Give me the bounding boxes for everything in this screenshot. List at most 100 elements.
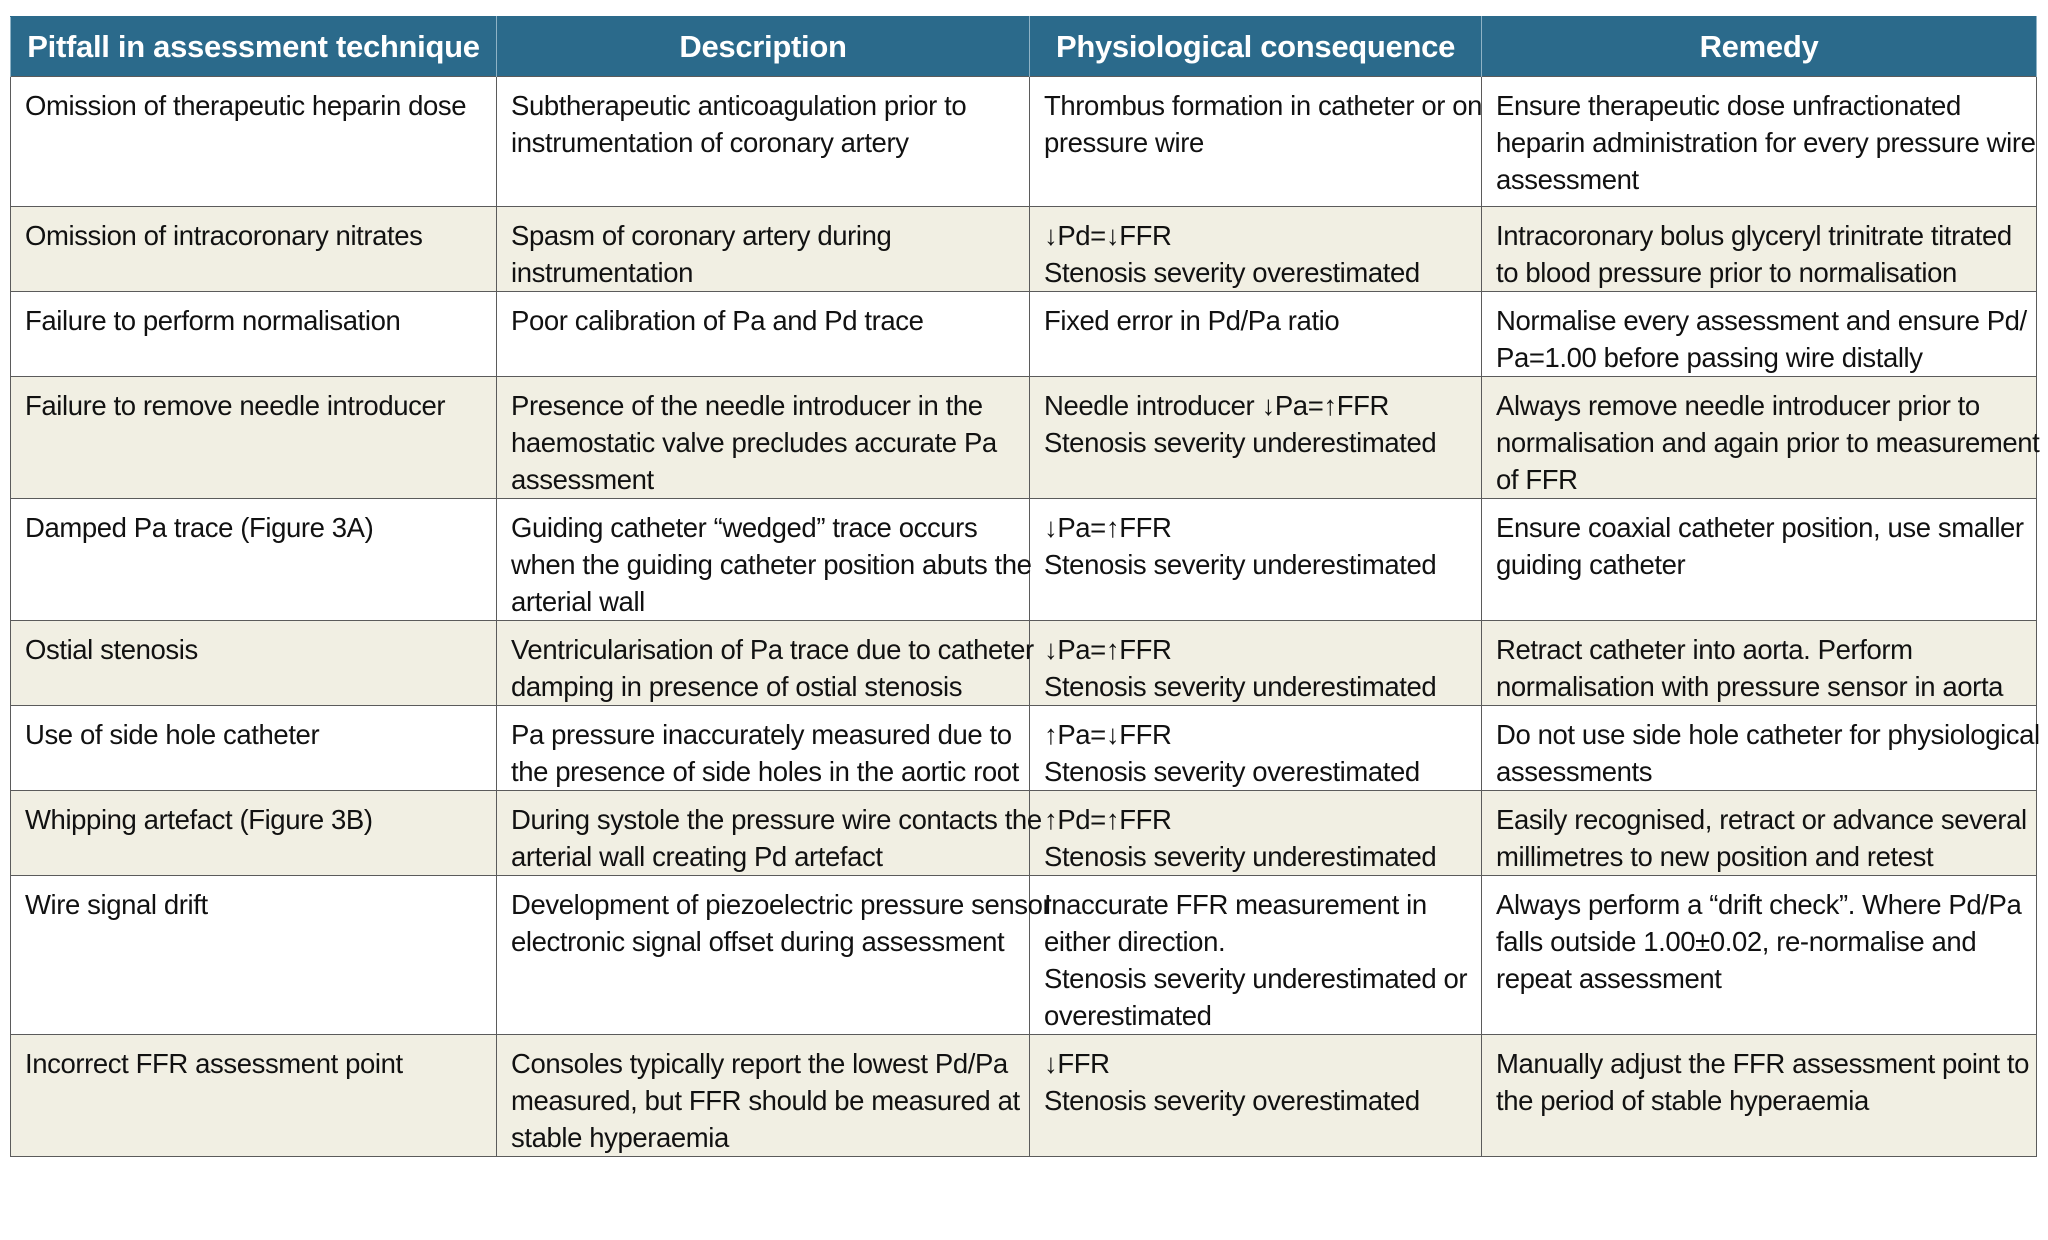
consequence-cell: Needle introducer ↓Pa=↑FFR Stenosis sever…	[1029, 376, 1482, 499]
header-row: Pitfall in assessment technique Descript…	[10, 16, 2037, 77]
cell-text-line: of FFR	[1496, 464, 1578, 495]
table-row: Failure to remove needle introducer Prese…	[10, 376, 2040, 499]
cell-text-line: Omission of therapeutic heparin dose	[25, 90, 467, 121]
cell-text-line: Ventricularisation of Pa trace due to ca…	[511, 634, 1034, 665]
pitfall-cell: Omission of therapeutic heparin dose	[10, 76, 497, 207]
cell-text-line: Failure to remove needle introducer	[25, 390, 446, 421]
cell-text-line: During systole the pressure wire contact…	[511, 804, 1042, 835]
table-row: Use of side hole catheter Pa pressure ina…	[10, 705, 2040, 791]
cell-text-line: when the guiding catheter position abuts…	[511, 549, 1032, 580]
cell-text-line: Spasm of coronary artery during	[511, 220, 892, 251]
cell-text-line: Thrombus formation in catheter or on	[1044, 90, 1483, 121]
cell-text-line: Normalise every assessment and ensure Pd…	[1496, 305, 2027, 336]
cell-text-line: Ensure therapeutic dose unfractionated	[1496, 90, 1961, 121]
cell-text-line: normalisation and again prior to measure…	[1496, 427, 2040, 458]
remedy-cell: Always perform a “drift check”. Where Pd…	[1481, 875, 2037, 1035]
cell-text-line: Fixed error in Pd/Pa ratio	[1044, 305, 1340, 336]
table-header: Pitfall in assessment technique Descript…	[10, 16, 2037, 77]
cell-text-line: ↑Pd=↑FFR	[1044, 804, 1172, 835]
cell-text-line: arterial wall	[511, 586, 645, 617]
cell-text-line: Stenosis severity underestimated or	[1044, 963, 1468, 994]
consequence-cell: Fixed error in Pd/Pa ratio	[1029, 291, 1482, 377]
cell-text-line: assessment	[511, 464, 654, 495]
header-description: Description	[496, 16, 1030, 77]
cell-text-line: Stenosis severity underestimated	[1044, 671, 1437, 702]
cell-text-line: ↓Pa=↑FFR	[1044, 634, 1172, 665]
description-cell: During systole the pressure wire contact…	[496, 790, 1042, 876]
cell-text-line: stable hyperaemia	[511, 1122, 729, 1153]
consequence-cell: Thrombus formation in catheter or on pres…	[1029, 76, 1483, 207]
remedy-cell: Intracoronary bolus glyceryl trinitrate …	[1481, 206, 2037, 292]
cell-text-line: damping in presence of ostial stenosis	[511, 671, 963, 702]
pitfall-cell: Damped Pa trace (Figure 3A)	[10, 498, 497, 621]
cell-text-line: instrumentation	[511, 257, 694, 288]
description-cell: Poor calibration of Pa and Pd trace	[496, 291, 1030, 377]
cell-text-line: the period of stable hyperaemia	[1496, 1085, 1869, 1116]
table-row: Damped Pa trace (Figure 3A) Guiding cathe…	[10, 498, 2037, 621]
cell-text-line: Use of side hole catheter	[25, 719, 320, 750]
remedy-cell: Normalise every assessment and ensure Pd…	[1481, 291, 2037, 377]
cell-text-line: Stenosis severity underestimated	[1044, 841, 1437, 872]
cell-text-line: ↓Pa=↑FFR	[1044, 512, 1172, 543]
remedy-cell: Always remove needle introducer prior to…	[1481, 376, 2040, 499]
consequence-cell: ↓Pa=↑FFR Stenosis severity underestimated	[1029, 620, 1482, 706]
cell-text-line: Stenosis severity underestimated	[1044, 549, 1437, 580]
cell-text-line: Presence of the needle introducer in the	[511, 390, 983, 421]
pitfall-cell: Use of side hole catheter	[10, 705, 497, 791]
consequence-cell: Inaccurate FFR measurement in either dire…	[1029, 875, 1482, 1035]
cell-text-line: the presence of side holes in the aortic…	[511, 756, 1019, 787]
cell-text-line: Stenosis severity overestimated	[1044, 257, 1420, 288]
remedy-cell: Ensure coaxial catheter position, use sm…	[1481, 498, 2037, 621]
cell-text-line: Ensure coaxial catheter position, use sm…	[1496, 512, 2024, 543]
cell-text-line: repeat assessment	[1496, 963, 1722, 994]
pitfall-cell: Failure to remove needle introducer	[10, 376, 497, 499]
cell-text-line: Retract catheter into aorta. Perform	[1496, 634, 1913, 665]
cell-text-line: electronic signal offset during assessme…	[511, 926, 1005, 957]
cell-text-line: instrumentation of coronary artery	[511, 127, 909, 158]
cell-text-line: Always perform a “drift check”. Where Pd…	[1496, 889, 2022, 920]
cell-text-line: pressure wire	[1044, 127, 1204, 158]
table-row: Wire signal drift Development of piezoele…	[10, 875, 2037, 1035]
description-cell: Consoles typically report the lowest Pd/…	[496, 1034, 1030, 1157]
cell-text-line: Intracoronary bolus glyceryl trinitrate …	[1496, 220, 2012, 251]
cell-text-line: assessments	[1496, 756, 1653, 787]
pitfall-cell: Incorrect FFR assessment point	[10, 1034, 497, 1157]
cell-text-line: falls outside 1.00±0.02, re-normalise an…	[1496, 926, 1977, 957]
cell-text-line: ↓FFR	[1044, 1048, 1110, 1079]
cell-text-line: Consoles typically report the lowest Pd/…	[511, 1048, 1008, 1079]
table-row: Whipping artefact (Figure 3B) During syst…	[10, 790, 2037, 876]
cell-text-line: measured, but FFR should be measured at	[511, 1085, 1020, 1116]
table-row: Omission of intracoronary nitrates Spasm …	[10, 206, 2037, 292]
description-cell: Development of piezoelectric pressure se…	[496, 875, 1052, 1035]
cell-text-line: Wire signal drift	[25, 889, 208, 920]
cell-text-line: guiding catheter	[1496, 549, 1686, 580]
pitfall-cell: Failure to perform normalisation	[10, 291, 497, 377]
cell-text-line: Pa pressure inaccurately measured due to	[511, 719, 1012, 750]
cell-text-line: Stenosis severity overestimated	[1044, 756, 1420, 787]
cell-text-line: Incorrect FFR assessment point	[25, 1048, 403, 1079]
remedy-cell: Do not use side hole catheter for physio…	[1481, 705, 2040, 791]
cell-text-line: Omission of intracoronary nitrates	[25, 220, 423, 251]
cell-text-line: assessment	[1496, 164, 1639, 195]
cell-text-line: to blood pressure prior to normalisation	[1496, 257, 1957, 288]
cell-text-line: Stenosis severity underestimated	[1044, 427, 1437, 458]
description-cell: Pa pressure inaccurately measured due to…	[496, 705, 1030, 791]
header-consequence: Physiological consequence	[1029, 16, 1482, 77]
pitfall-cell: Wire signal drift	[10, 875, 497, 1035]
cell-text-line: Needle introducer ↓Pa=↑FFR	[1044, 390, 1389, 421]
pitfall-cell: Whipping artefact (Figure 3B)	[10, 790, 497, 876]
description-cell: Presence of the needle introducer in the…	[496, 376, 1030, 499]
pitfalls-table: Pitfall in assessment technique Descript…	[10, 16, 2040, 1157]
remedy-cell: Easily recognised, retract or advance se…	[1481, 790, 2037, 876]
consequence-cell: ↓Pa=↑FFR Stenosis severity underestimated	[1029, 498, 1482, 621]
cell-text-line: Development of piezoelectric pressure se…	[511, 889, 1052, 920]
cell-text-line: ↑Pa=↓FFR	[1044, 719, 1172, 750]
remedy-cell: Retract catheter into aorta. Perform norm…	[1481, 620, 2037, 706]
table-row: Omission of therapeutic heparin dose Subt…	[10, 76, 2037, 207]
cell-text-line: either direction.	[1044, 926, 1226, 957]
cell-text-line: Inaccurate FFR measurement in	[1044, 889, 1427, 920]
pitfall-cell: Ostial stenosis	[10, 620, 497, 706]
consequence-cell: ↑Pa=↓FFR Stenosis severity overestimated	[1029, 705, 1482, 791]
cell-text-line: Ostial stenosis	[25, 634, 198, 665]
remedy-cell: Ensure therapeutic dose unfractionated he…	[1481, 76, 2037, 207]
